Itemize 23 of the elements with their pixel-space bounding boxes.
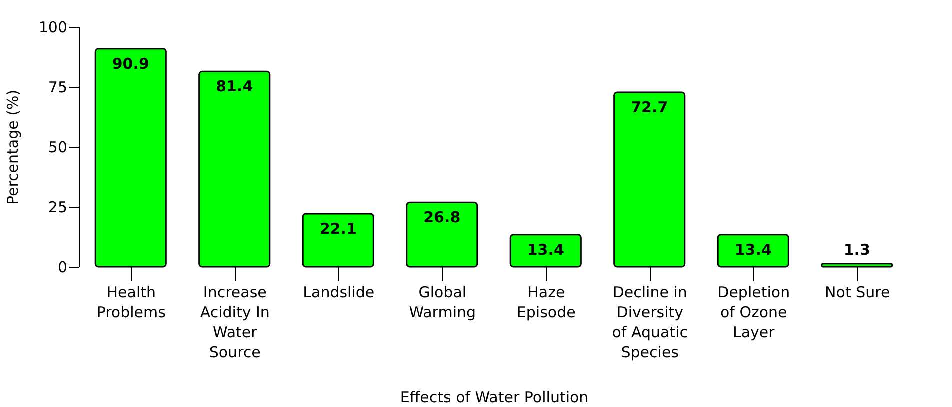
data-label: 13.4 <box>527 240 564 259</box>
x-tick-label: Decline in Diversity of Aquatic Species <box>612 284 688 362</box>
x-tick-label: Depletion of Ozone Layer <box>718 284 790 342</box>
x-axis-title: Effects of Water Pollution <box>400 388 589 406</box>
y-tick-label: 0 <box>58 258 68 276</box>
data-label: 13.4 <box>734 240 772 259</box>
x-tick-label: Haze Episode <box>516 284 576 322</box>
x-tick-label: Global Warming <box>409 284 476 322</box>
data-label: 26.8 <box>424 208 461 227</box>
data-label: 72.7 <box>631 98 668 117</box>
y-tick-label: 50 <box>48 138 68 156</box>
data-label: 81.4 <box>216 78 254 96</box>
x-tick-label: Increase Acidity In Water Source <box>200 284 270 362</box>
y-axis-title: Percentage (%) <box>4 90 22 206</box>
data-label: 90.9 <box>112 54 150 73</box>
y-tick-label: 100 <box>38 18 68 36</box>
data-label: 1.3 <box>844 240 870 259</box>
x-tick-label: Landslide <box>303 284 375 302</box>
y-tick-label: 25 <box>48 198 68 216</box>
x-tick-label: Not Sure <box>825 284 890 302</box>
x-tick-label: Health Problems <box>96 284 166 322</box>
data-label: 22.1 <box>320 220 357 238</box>
y-tick-label: 75 <box>48 78 68 96</box>
